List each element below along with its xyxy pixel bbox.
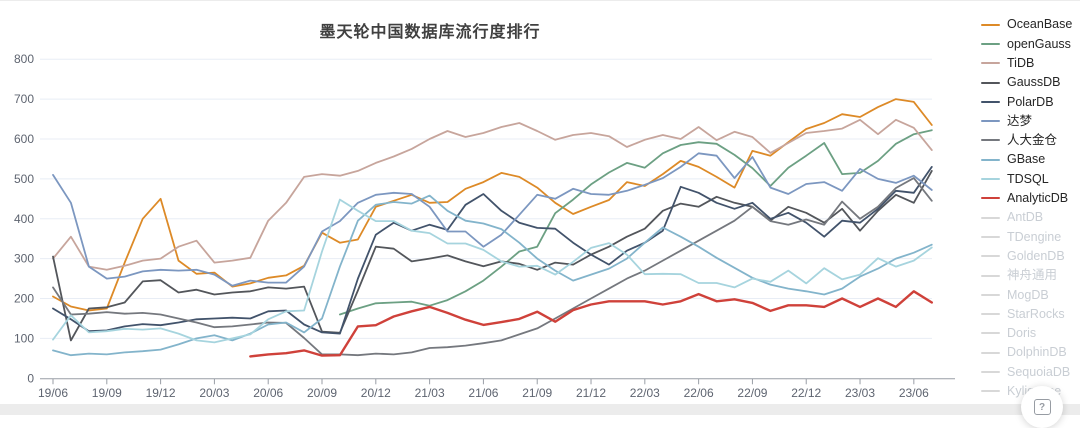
legend-swatch <box>981 120 1000 123</box>
legend-label: AntDB <box>1007 210 1044 225</box>
x-axis-label: 23/03 <box>845 386 875 400</box>
x-axis-label: 19/09 <box>92 386 122 400</box>
legend-swatch <box>981 42 1000 45</box>
x-axis-label: 22/09 <box>737 386 767 400</box>
x-axis-label: 19/12 <box>146 386 176 400</box>
legend-swatch <box>981 139 1000 142</box>
y-axis-label: 500 <box>14 172 34 186</box>
series-line-TiDB <box>52 118 933 271</box>
legend-swatch <box>981 274 1000 277</box>
legend-item-TDengine[interactable]: TDengine <box>981 227 1080 246</box>
legend-label: TDSQL <box>1007 171 1049 186</box>
series-line-GBase <box>52 194 933 357</box>
y-axis-label: 0 <box>27 371 34 385</box>
y-axis-label: 600 <box>14 132 34 146</box>
legend-label: DolphinDB <box>1007 345 1067 360</box>
x-axis-label: 20/03 <box>199 386 229 400</box>
x-axis-label: 20/09 <box>307 386 337 400</box>
legend-label: StarRocks <box>1007 306 1065 321</box>
y-axis-label: 200 <box>14 292 34 306</box>
x-axis-label: 20/12 <box>361 386 391 400</box>
legend-swatch <box>981 81 1000 84</box>
help-button[interactable]: ? <box>1021 386 1063 428</box>
legend: OceanBase openGauss TiDB GaussDB PolarDB 达梦人大… <box>981 15 1080 401</box>
legend-label: openGauss <box>1007 36 1071 51</box>
legend-swatch <box>981 293 1000 296</box>
x-axis-label: 21/06 <box>468 386 498 400</box>
help-icon: ? <box>1033 399 1051 415</box>
legend-label: GoldenDB <box>1007 248 1065 263</box>
legend-swatch <box>981 100 1000 103</box>
legend-item-TiDB[interactable]: TiDB <box>981 54 1080 73</box>
legend-label: 神舟通用 <box>1007 268 1058 283</box>
legend-swatch <box>981 23 1000 26</box>
legend-swatch <box>981 216 1000 219</box>
legend-item-StarRocks[interactable]: StarRocks <box>981 304 1080 323</box>
legend-label: TDengine <box>1007 229 1062 244</box>
legend-label: GaussDB <box>1007 75 1061 90</box>
y-axis-label: 300 <box>14 252 34 266</box>
x-axis-label: 21/12 <box>576 386 606 400</box>
legend-swatch <box>981 313 1000 316</box>
legend-label: MogDB <box>1007 287 1049 302</box>
y-axis-label: 100 <box>14 331 34 345</box>
legend-label: 人大金仓 <box>1007 133 1058 148</box>
legend-item-DolphinDB[interactable]: DolphinDB <box>981 343 1080 362</box>
legend-item-SequoiaDB[interactable]: SequoiaDB <box>981 362 1080 381</box>
legend-item-人大金仓[interactable]: 人大金仓 <box>981 131 1080 150</box>
legend-swatch <box>981 332 1000 335</box>
legend-item-PolarDB[interactable]: PolarDB <box>981 92 1080 111</box>
chart-title: 墨天轮中国数据库流行度排行 <box>319 24 541 41</box>
series-line-TDSQL <box>52 198 933 344</box>
x-axis-label: 20/06 <box>253 386 283 400</box>
legend-item-OceanBase[interactable]: OceanBase <box>981 15 1080 34</box>
legend-swatch <box>981 390 1000 393</box>
x-axis-label: 22/06 <box>684 386 714 400</box>
legend-item-AntDB[interactable]: AntDB <box>981 208 1080 227</box>
legend-label: Doris <box>1007 326 1037 341</box>
series-line-人大金仓 <box>52 177 933 357</box>
legend-label: AnalyticDB <box>1007 191 1069 206</box>
legend-swatch <box>981 370 1000 373</box>
legend-label: PolarDB <box>1007 94 1054 109</box>
legend-item-openGauss[interactable]: openGauss <box>981 34 1080 53</box>
y-axis-label: 700 <box>14 92 34 106</box>
legend-swatch <box>981 351 1000 354</box>
legend-item-Doris[interactable]: Doris <box>981 324 1080 343</box>
series-line-PolarDB <box>52 166 933 335</box>
x-axis-label: 21/03 <box>415 386 445 400</box>
legend-swatch <box>981 197 1000 200</box>
legend-label: OceanBase <box>1007 17 1073 32</box>
legend-label: TiDB <box>1007 55 1035 70</box>
x-axis-label: 21/09 <box>522 386 552 400</box>
legend-item-GBase[interactable]: GBase <box>981 150 1080 169</box>
y-axis-label: 400 <box>14 212 34 226</box>
legend-label: 达梦 <box>1007 113 1033 128</box>
x-axis-label: 23/06 <box>899 386 929 400</box>
legend-swatch <box>981 158 1000 161</box>
legend-swatch <box>981 62 1000 65</box>
series-line-AnalyticDB <box>249 290 933 358</box>
legend-item-达梦[interactable]: 达梦 <box>981 111 1080 130</box>
legend-swatch <box>981 255 1000 258</box>
x-axis-label: 22/03 <box>630 386 660 400</box>
y-axis-label: 800 <box>14 52 34 66</box>
legend-swatch <box>981 235 1000 238</box>
legend-item-MogDB[interactable]: MogDB <box>981 285 1080 304</box>
legend-item-AnalyticDB[interactable]: AnalyticDB <box>981 189 1080 208</box>
legend-item-GaussDB[interactable]: GaussDB <box>981 73 1080 92</box>
legend-item-GoldenDB[interactable]: GoldenDB <box>981 247 1080 266</box>
legend-item-TDSQL[interactable]: TDSQL <box>981 169 1080 188</box>
series-line-GaussDB <box>52 170 933 342</box>
legend-swatch <box>981 178 1000 181</box>
line-chart: 19/06 19/09 19/12 20/03 20/06 20/09 20/12 21/03… <box>14 52 955 400</box>
legend-item-神舟通用[interactable]: 神舟通用 <box>981 266 1080 285</box>
legend-label: SequoiaDB <box>1007 364 1071 379</box>
legend-label: GBase <box>1007 152 1046 167</box>
x-axis-label: 19/06 <box>38 386 68 400</box>
series-line-openGauss <box>339 129 933 316</box>
bottom-strip <box>0 404 1080 415</box>
x-axis-label: 22/12 <box>791 386 821 400</box>
series-line-达梦 <box>52 152 933 287</box>
